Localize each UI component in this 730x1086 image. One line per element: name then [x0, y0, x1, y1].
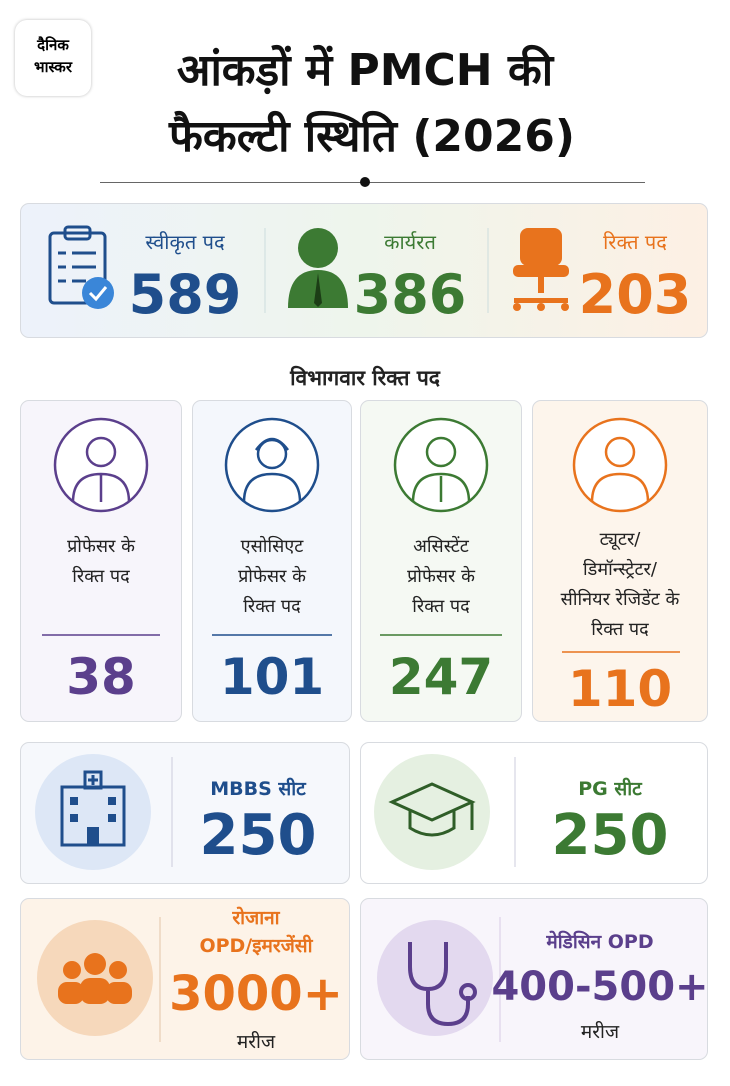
title: फैकल्टी स्थिति (2026) — [168, 111, 576, 162]
seat-label: MBBS सीट — [210, 778, 306, 800]
opd-label: मेडिसिन OPD — [546, 928, 653, 954]
logo-line: भास्कर — [34, 58, 72, 76]
section-heading: विभागवार रिक्त पद — [290, 366, 440, 390]
label-line: प्रोफेसर के — [238, 566, 306, 587]
seat-label: PG सीट — [578, 778, 642, 800]
opd-unit: मरीज — [580, 1021, 620, 1043]
opd-label: रोजाना OPD/इमरजेंसी — [199, 904, 312, 960]
department-icons — [42, 417, 680, 653]
logo-line: दैनिक — [37, 36, 69, 54]
label-line: सीनियर रेजिडेंट के — [560, 589, 680, 610]
department-value: 38 — [66, 648, 136, 706]
divider — [100, 182, 645, 183]
label-line: OPD/इमरजेंसी — [199, 935, 313, 957]
department-label: प्रोफेसर के रिक्त पद — [67, 532, 135, 592]
label-line: डिमॉन्स्ट्रेटर/ — [583, 559, 657, 580]
opd-value: 400-500+ — [491, 964, 709, 1010]
label-line: प्रोफेसर के — [67, 536, 135, 557]
title: आंकड़ों में PMCH की — [176, 45, 554, 96]
facility-icons — [35, 754, 516, 1042]
department-value: 110 — [567, 660, 673, 718]
summary-value: 203 — [578, 263, 692, 326]
label-line: रोजाना — [232, 907, 280, 929]
opd-unit: मरीज — [236, 1031, 276, 1053]
divider-dot — [360, 177, 370, 187]
label-line: रिक्त पद — [591, 619, 649, 640]
seat-value: 250 — [551, 803, 669, 868]
logo: दैनिक भास्कर — [15, 20, 91, 96]
label-line: प्रोफेसर के — [407, 566, 475, 587]
summary-label: रिक्त पद — [603, 230, 667, 254]
summary-icons — [48, 225, 569, 313]
department-label: एसोसिएट प्रोफेसर के रिक्त पद — [238, 532, 306, 622]
department-value: 247 — [388, 648, 494, 706]
label-line: रिक्त पद — [72, 566, 130, 587]
label-line: रिक्त पद — [243, 596, 301, 617]
label-line: ट्यूटर/ — [599, 529, 641, 550]
seat-value: 250 — [199, 803, 317, 868]
summary-box — [20, 203, 708, 338]
label-line: एसोसिएट — [240, 536, 304, 557]
department-value: 101 — [219, 648, 325, 706]
summary-label: स्वीकृत पद — [145, 230, 225, 254]
label-line: रिक्त पद — [412, 596, 470, 617]
opd-value: 3000+ — [169, 966, 343, 1022]
label-line: असिस्टेंट — [413, 536, 469, 557]
department-label: ट्यूटर/डिमॉन्स्ट्रेटर/सीनियर रेजिडेंट के… — [561, 525, 680, 645]
summary-label: कार्यरत — [384, 230, 436, 254]
summary-value: 589 — [128, 263, 242, 326]
summary-value: 386 — [353, 263, 467, 326]
label-line: मेडिसिन OPD — [546, 931, 654, 953]
department-label: असिस्टेंट प्रोफेसर के रिक्त पद — [407, 532, 475, 622]
